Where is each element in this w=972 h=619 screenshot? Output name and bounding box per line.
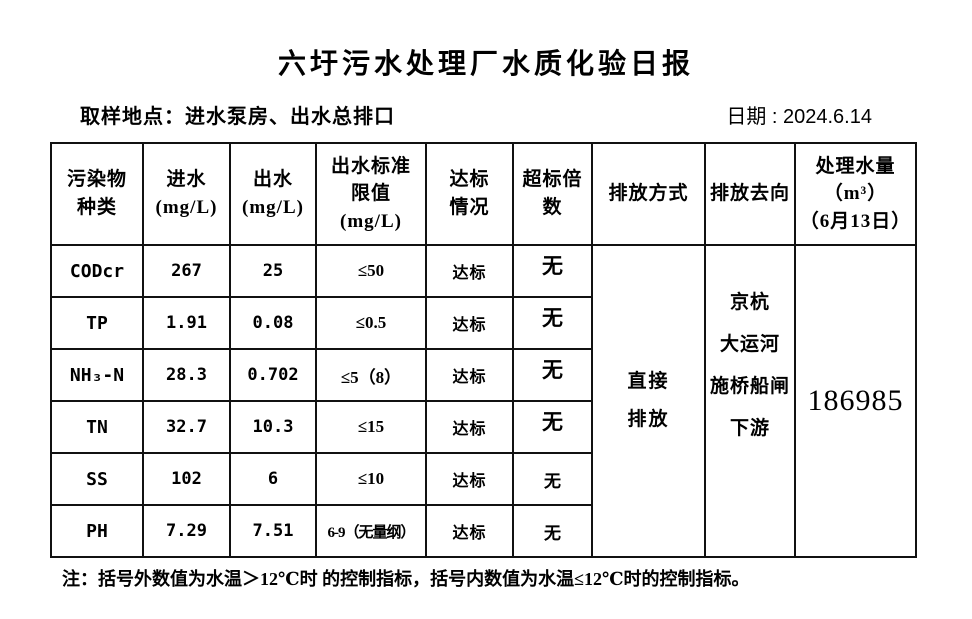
pollutant-name: CODcr	[50, 244, 144, 298]
col-header-treated-volume: 处理水量 （m³） （6月13日）	[794, 142, 917, 246]
exceed-multiple-value: 无	[512, 400, 593, 454]
discharge-mode-cell: 直接 排放	[591, 244, 706, 558]
report-date-label: 日期 : 2024.6.14	[726, 106, 872, 128]
table-row: TP 1.91 0.08 ≤0.5 达标 无	[50, 296, 916, 350]
compliance-status: 达标	[425, 244, 514, 298]
inflow-value: 1.91	[142, 296, 231, 350]
treated-volume-value: 186985	[794, 244, 917, 558]
outflow-value: 6	[229, 452, 317, 506]
exceed-multiple-value: 无	[512, 244, 593, 298]
compliance-status: 达标	[425, 348, 514, 402]
col-header-compliance: 达标 情况	[425, 142, 514, 246]
inflow-value: 32.7	[142, 400, 231, 454]
exceed-multiple-value: 无	[512, 348, 593, 402]
sampling-location-label: 取样地点：进水泵房、出水总排口	[80, 106, 395, 128]
exceed-multiple-value: 无	[512, 504, 593, 558]
outflow-value: 10.3	[229, 400, 317, 454]
footer-note: 注：括号外数值为水温＞12℃时 的控制指标，括号内数值为水温≤12℃时的控制指标…	[62, 569, 750, 589]
limit-value: ≤10	[315, 452, 427, 506]
water-quality-table: 污染物 种类 进水 (mg/L) 出水 (mg/L) 出水标准 限值 (mg/L…	[50, 142, 917, 558]
exceed-multiple-value: 无	[512, 296, 593, 350]
col-header-inflow: 进水 (mg/L)	[142, 142, 231, 246]
table-row: NH₃-N 28.3 0.702 ≤5（8） 达标 无	[50, 348, 916, 402]
pollutant-name: SS	[50, 452, 144, 506]
outflow-value: 0.08	[229, 296, 317, 350]
col-header-discharge-destination: 排放去向	[704, 142, 796, 246]
inflow-value: 7.29	[142, 504, 231, 558]
col-header-outflow: 出水 (mg/L)	[229, 142, 317, 246]
inflow-value: 28.3	[142, 348, 231, 402]
pollutant-name: TP	[50, 296, 144, 350]
inflow-value: 267	[142, 244, 231, 298]
limit-value: ≤5（8）	[315, 348, 427, 402]
pollutant-name: NH₃-N	[50, 348, 144, 402]
table-row: CODcr 267 25 ≤50 达标 无 直接 排放 京杭 大运河 施桥船闸 …	[50, 244, 917, 558]
limit-value: ≤0.5	[315, 296, 427, 350]
col-header-exceed-multiple: 超标倍 数	[512, 142, 593, 246]
col-header-discharge-mode: 排放方式	[591, 142, 706, 246]
header-row: 污染物 种类 进水 (mg/L) 出水 (mg/L) 出水标准 限值 (mg/L…	[50, 142, 917, 246]
discharge-destination-cell: 京杭 大运河 施桥船闸 下游	[704, 244, 796, 558]
col-header-effluent-limit: 出水标准 限值 (mg/L)	[315, 142, 427, 246]
outflow-value: 0.702	[229, 348, 317, 402]
exceed-multiple-value: 无	[512, 452, 593, 506]
table-row: TN 32.7 10.3 ≤15 达标 无	[50, 400, 916, 454]
inflow-value: 102	[142, 452, 231, 506]
col-header-pollutant-type: 污染物 种类	[50, 142, 144, 246]
compliance-status: 达标	[425, 400, 514, 454]
compliance-status: 达标	[425, 296, 514, 350]
outflow-value: 25	[229, 244, 317, 298]
compliance-status: 达标	[425, 452, 514, 506]
limit-value: ≤50	[315, 244, 427, 298]
outflow-value: 7.51	[229, 504, 317, 558]
limit-value: 6-9（无量纲）	[315, 504, 427, 558]
pollutant-name: TN	[50, 400, 144, 454]
meta-row: 取样地点：进水泵房、出水总排口 日期 : 2024.6.14	[80, 100, 872, 129]
page-title: 六圩污水处理厂水质化验日报	[277, 49, 694, 80]
pollutant-name: PH	[50, 504, 144, 558]
limit-value: ≤15	[315, 400, 427, 454]
table-row: PH 7.29 7.51 6-9（无量纲） 达标 无	[50, 504, 916, 558]
table-row: SS 102 6 ≤10 达标 无	[50, 452, 916, 506]
compliance-status: 达标	[425, 504, 514, 558]
